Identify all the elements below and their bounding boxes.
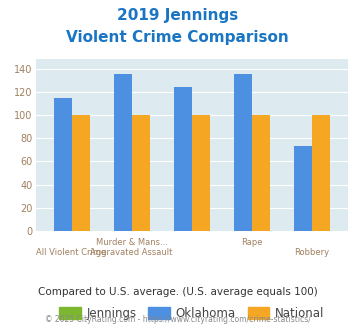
- Bar: [294, 147, 312, 231]
- Bar: [72, 115, 89, 231]
- Text: Violent Crime Comparison: Violent Crime Comparison: [66, 30, 289, 45]
- Text: © 2025 CityRating.com - https://www.cityrating.com/crime-statistics/: © 2025 CityRating.com - https://www.city…: [45, 315, 310, 324]
- Bar: [174, 87, 192, 231]
- Text: Aggravated Assault: Aggravated Assault: [91, 248, 173, 257]
- Text: Compared to U.S. average. (U.S. average equals 100): Compared to U.S. average. (U.S. average …: [38, 287, 317, 297]
- Text: All Violent Crime: All Violent Crime: [37, 248, 106, 257]
- Legend: Jennings, Oklahoma, National: Jennings, Oklahoma, National: [55, 302, 329, 325]
- Bar: [234, 75, 252, 231]
- Bar: [312, 115, 330, 231]
- Bar: [192, 115, 210, 231]
- Text: 2019 Jennings: 2019 Jennings: [117, 8, 238, 23]
- Text: Robbery: Robbery: [294, 248, 329, 257]
- Text: Rape: Rape: [241, 238, 263, 247]
- Bar: [252, 115, 270, 231]
- Bar: [132, 115, 150, 231]
- Text: Murder & Mans...: Murder & Mans...: [96, 238, 168, 247]
- Bar: [54, 98, 72, 231]
- Bar: [114, 75, 132, 231]
